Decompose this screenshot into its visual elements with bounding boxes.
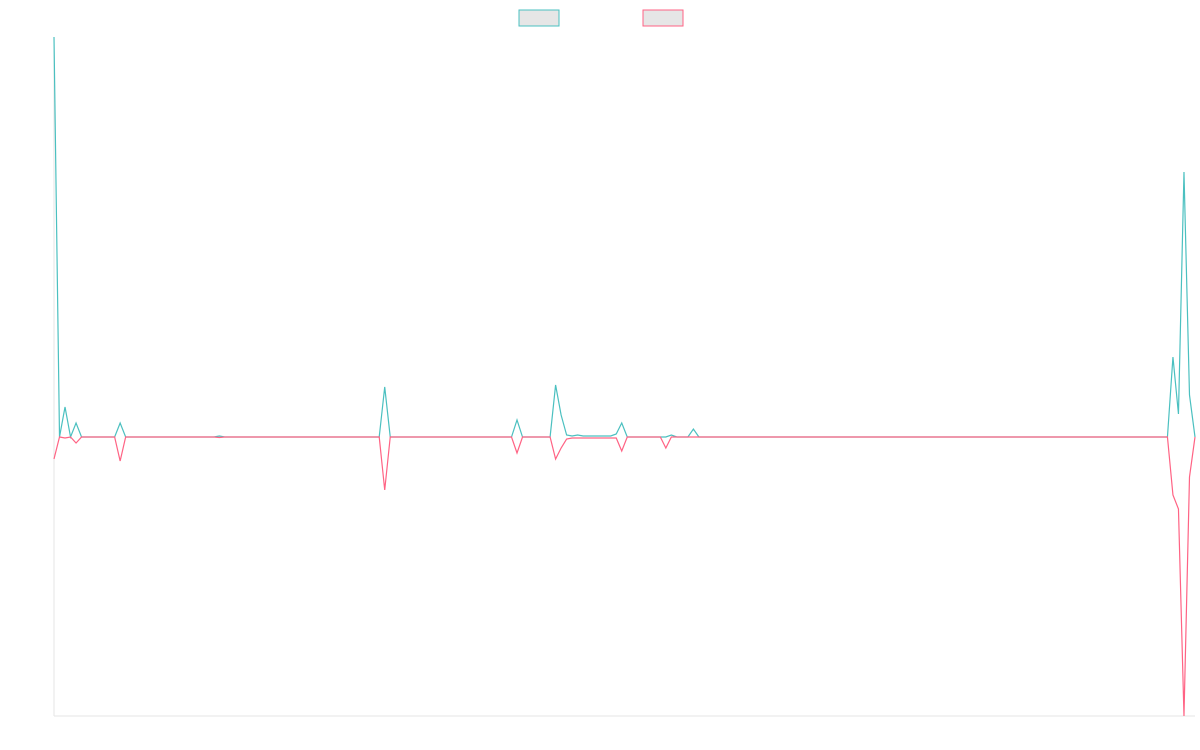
legend-swatch xyxy=(642,9,684,27)
series-line xyxy=(53,36,1196,440)
legend-swatch xyxy=(518,9,560,27)
series-line xyxy=(53,436,1196,717)
